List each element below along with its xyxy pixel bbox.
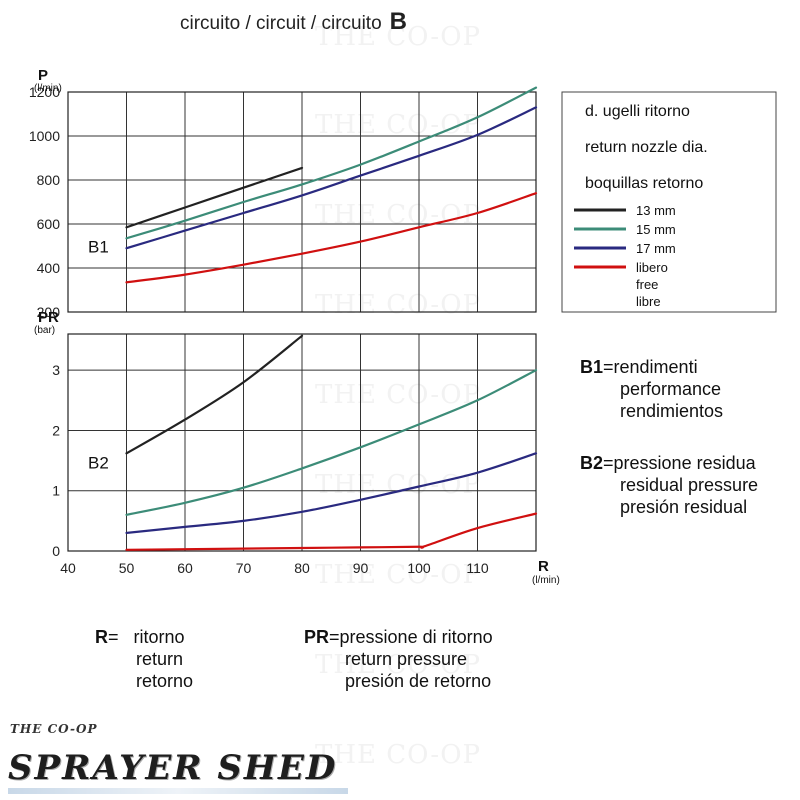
- x-tick-label: 90: [353, 560, 369, 576]
- note-b2-line-2: presión residual: [620, 497, 748, 517]
- y-tick-label: 3: [52, 362, 60, 378]
- note-pr-key: PR: [304, 627, 330, 647]
- legend-entry-label: 17 mm: [636, 241, 676, 256]
- y-tick-label: 0: [52, 543, 60, 559]
- note-r: R= ritorno return retorno: [95, 627, 194, 691]
- watermark-text: THE CO-OP: [315, 470, 482, 500]
- note-b2: B2=pressione residua residual pressure p…: [580, 453, 759, 517]
- note-pr-line-1: return pressure: [345, 649, 468, 669]
- watermark-text: THE CO-OP: [315, 200, 482, 230]
- x-tick-label: 70: [236, 560, 252, 576]
- y-axis-unit: (l/min): [34, 83, 62, 94]
- note-pr-line-0: pressione di ritorno: [339, 627, 493, 647]
- series-line: [125, 106, 538, 250]
- legend-entry-label: 13 mm: [636, 203, 676, 218]
- legend-entry-label: libero: [636, 260, 668, 275]
- plot-frame: [67, 91, 537, 313]
- watermark-text: THE CO-OP: [315, 560, 482, 590]
- x-tick-label: 110: [466, 560, 489, 576]
- note-pr-line-2: presión de retorno: [345, 671, 492, 691]
- series-line: [125, 452, 538, 535]
- x-axis-unit: (l/min): [532, 575, 560, 586]
- y-tick-label: 2: [52, 422, 60, 438]
- legend-title-line: d. ugelli ritorno: [585, 103, 690, 120]
- plot-frame: [67, 333, 537, 552]
- logo-bar: [8, 788, 348, 794]
- watermark-text: THE CO-OP: [315, 290, 482, 320]
- series-line: [125, 369, 538, 516]
- x-tick-label: 50: [119, 560, 135, 576]
- x-tick-label: 40: [60, 560, 76, 576]
- watermark-text: THE CO-OP: [315, 740, 482, 770]
- note-r-line-0: ritorno: [133, 627, 185, 647]
- x-tick-label: 60: [177, 560, 193, 576]
- series-line: [125, 192, 538, 284]
- legend-title-line: return nozzle dia.: [585, 139, 708, 156]
- note-r-key: R: [95, 627, 108, 647]
- legend: d. ugelli ritorno return nozzle dia. boqui…: [561, 91, 777, 313]
- watermark-text: THE CO-OP: [315, 650, 482, 680]
- y-tick-label: 1200: [29, 84, 60, 100]
- legend-entry-label: free: [636, 277, 658, 292]
- series-line: [125, 334, 304, 455]
- circuit-letter: B: [389, 8, 407, 35]
- x-tick-label: 80: [294, 560, 310, 576]
- y-tick-label: 1000: [29, 128, 60, 144]
- y-tick-label: 1: [52, 483, 60, 499]
- y-axis-label: PR: [38, 309, 59, 326]
- x-tick-label: 100: [407, 560, 431, 576]
- y-tick-label: 600: [37, 216, 61, 232]
- note-b2-line-1: residual pressure: [620, 475, 759, 495]
- series-line: [125, 512, 538, 551]
- note-pr: PR=pressione di ritorno return pressure …: [304, 627, 493, 691]
- series-line: [125, 166, 304, 229]
- y-tick-label: 800: [37, 172, 61, 188]
- legend-box: [561, 91, 777, 313]
- y-tick-label: 400: [37, 260, 61, 276]
- note-b2-key: B2: [580, 453, 604, 473]
- note-b1: B1=rendimenti performance rendimientos: [580, 357, 724, 421]
- legend-entry-label: libre: [636, 294, 661, 309]
- note-b1-line-1: performance: [620, 379, 722, 399]
- note-b1-line-0: rendimenti: [613, 357, 698, 377]
- note-r-line-2: retorno: [136, 671, 194, 691]
- page-title: circuito / circuit / circuito B: [180, 8, 407, 35]
- note-b1-key: B1: [580, 357, 604, 377]
- x-axis-label: R: [538, 558, 549, 575]
- watermark-text: THE CO-OP: [315, 380, 482, 410]
- logo-top-text: THE CO-OP: [10, 722, 98, 736]
- note-b2-line-0: pressione residua: [613, 453, 756, 473]
- note-b1-line-2: rendimientos: [620, 401, 724, 421]
- y-axis-unit: (bar): [34, 325, 55, 336]
- panel-label: B2: [88, 454, 109, 473]
- y-tick-label: 200: [37, 304, 61, 320]
- legend-title-line: boquillas retorno: [585, 175, 703, 192]
- watermark-text: THE CO-OP: [315, 110, 482, 140]
- series-line: [125, 86, 538, 240]
- y-axis-label: P: [38, 67, 48, 84]
- chart-b2-residual-pressure: 0 1 2 3 40 50 60 70 80 90 100 110 PR(bar) R(l/min) B2: [34, 309, 560, 586]
- legend-entry-label: 15 mm: [636, 222, 676, 237]
- note-r-line-1: return: [136, 649, 184, 669]
- logo-main-text: SPRAYER SHED: [8, 748, 338, 788]
- watermark-text: THE CO-OP: [315, 22, 482, 52]
- panel-label: B1: [88, 238, 109, 257]
